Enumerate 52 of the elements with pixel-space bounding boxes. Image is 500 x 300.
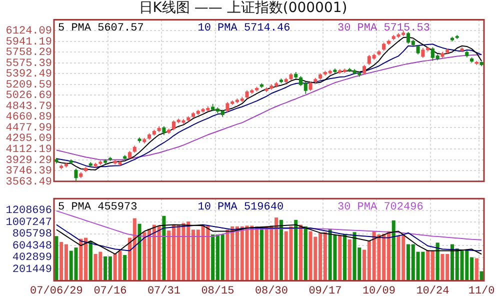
bar [279, 220, 283, 281]
bar [342, 234, 346, 281]
y-tick-label: 805798 [12, 228, 52, 241]
x-tick-label: 09/17 [308, 285, 342, 298]
text: 30 PMA 5715.53 [338, 22, 430, 35]
y-tick-label: 5575.39 [6, 58, 52, 70]
bar [474, 258, 478, 281]
series-label: 5 PMA 455973 [58, 202, 138, 214]
bar [138, 224, 142, 281]
y-tick-label: 3929.29 [6, 154, 52, 167]
text: 10 PMA 5714.46 [198, 22, 290, 35]
bar [392, 220, 396, 281]
x-tick-label: 10/09 [362, 285, 396, 298]
bar [338, 235, 342, 281]
y-tick-label: 5758.29 [6, 47, 52, 60]
x-tick-label: 08/15 [201, 285, 234, 298]
bar [294, 220, 298, 281]
y-tick-label: 3746.39 [6, 166, 52, 178]
series-label: 30 PMA 702496 [338, 202, 424, 214]
y-tick-label: 1007247 [6, 216, 52, 229]
series-label: 10 PMA 519640 [198, 202, 284, 214]
y-tick-label: 6124.09 [6, 25, 52, 38]
y-tick-label: 604348 [12, 240, 52, 252]
chart-title: 日K线图 —— 上证指数(000001) [138, 0, 348, 16]
bar [348, 239, 352, 281]
bar [162, 216, 166, 281]
y-tick-label: 5941.19 [6, 36, 52, 48]
bar [260, 228, 264, 281]
y-tick-label: 5392.49 [6, 68, 52, 81]
x-tick-label: 11/0 [468, 285, 495, 298]
bar [304, 226, 308, 281]
y-tick-label: 1208696 [6, 205, 52, 218]
y-tick-label: 5209.59 [6, 79, 52, 92]
y-tick-label: 4112.19 [6, 144, 52, 156]
x-tick-label: 08/30 [254, 285, 288, 298]
y-tick-label: 4660.89 [6, 112, 52, 124]
x-tick-label: 07/06/29 [30, 285, 83, 298]
text: 5 PMA 5607.57 [58, 22, 144, 35]
y-tick-label: 3563.49 [6, 176, 52, 188]
y-tick-label: 4477.99 [6, 122, 52, 134]
bar [123, 255, 127, 281]
x-tick-label: 07/16 [94, 285, 127, 298]
bar [299, 224, 303, 281]
bar [88, 240, 92, 281]
y-tick-label: 4843.79 [6, 100, 52, 113]
x-tick-label: 07/31 [147, 285, 181, 298]
y-tick-label: 201449 [12, 264, 52, 276]
y-tick-label: 402899 [12, 252, 52, 264]
y-tick-label: 4295.09 [6, 133, 52, 146]
y-tick-label: 5026.69 [6, 90, 52, 102]
bar [436, 242, 440, 281]
x-tick-label: 10/24 [416, 285, 450, 298]
